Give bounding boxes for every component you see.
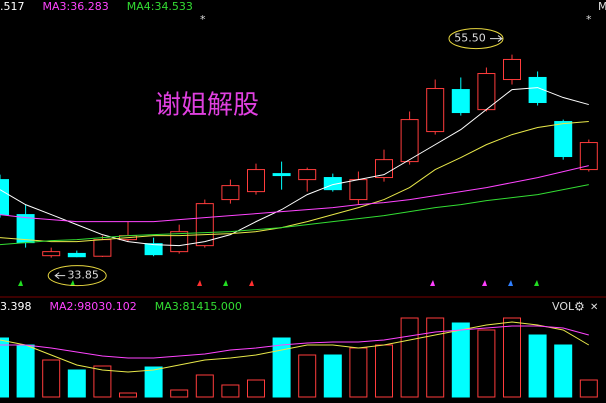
volume-bar <box>144 366 163 398</box>
volume-bar <box>554 344 573 398</box>
volume-ma-line <box>0 321 590 373</box>
volume-bar <box>247 379 265 398</box>
candle-body <box>503 58 521 81</box>
watermark: 谢姐解股 <box>155 91 259 121</box>
volume-bar <box>323 354 342 398</box>
signal-arrows <box>18 280 539 286</box>
annotation: 33.85 <box>67 269 99 282</box>
legend-entry: MA3:36.283 <box>43 0 109 13</box>
volume-bar <box>426 317 445 398</box>
volume-bar <box>477 329 496 398</box>
volume-bar <box>349 347 368 398</box>
volume-bar <box>0 337 9 398</box>
annotation-ellipse <box>47 265 107 287</box>
volume-label: VOL <box>552 300 575 313</box>
candle-body <box>67 252 86 258</box>
candle-body <box>42 251 61 257</box>
candle-body <box>528 76 547 104</box>
volume-bar <box>221 384 240 398</box>
candle-body <box>349 179 368 201</box>
candle-body <box>375 159 393 179</box>
volume-bar <box>16 344 35 398</box>
volume-bar <box>298 354 317 398</box>
annotation-arrow <box>54 272 66 280</box>
ma-line <box>0 121 589 243</box>
candle-body <box>170 231 189 253</box>
legend-entry: MA4:34.533 <box>127 0 193 13</box>
close-icon[interactable]: ✕ <box>590 302 598 313</box>
candle-body <box>272 173 291 177</box>
star: * <box>586 13 592 26</box>
volume-bar <box>579 379 598 398</box>
legend-entry: MA2:98030.102 <box>50 300 137 313</box>
candle-body <box>400 119 419 163</box>
volume-bar <box>451 322 470 398</box>
candle-body <box>93 239 112 257</box>
candle-body <box>451 89 470 114</box>
volume-bar <box>503 317 521 398</box>
volume-bar <box>119 392 137 398</box>
candle-body <box>16 214 35 244</box>
volume-bar <box>67 369 86 398</box>
star: * <box>200 13 206 26</box>
legend-entry: 3.398 <box>0 300 32 313</box>
legend-entry: .517 <box>0 0 25 13</box>
candle-body <box>298 169 317 181</box>
candle-body <box>144 243 163 256</box>
volume-bar <box>170 389 189 398</box>
volume-bar <box>42 359 61 398</box>
candle-body <box>0 179 9 216</box>
annotation: 55.50 <box>454 32 486 45</box>
candle-body <box>221 185 240 201</box>
candle-body <box>477 73 496 111</box>
ma-line <box>0 87 589 247</box>
volume-ma-line <box>0 325 589 359</box>
volume-bar <box>528 334 547 398</box>
candle-body <box>579 142 598 171</box>
annotation-ellipse <box>448 28 504 50</box>
candle-body <box>554 121 573 158</box>
legend-entry: MA3:81415.000 <box>155 300 242 313</box>
settings-icon[interactable]: ⚙ <box>574 300 585 314</box>
ma-line <box>0 165 589 223</box>
header-right: M <box>598 0 606 13</box>
candle-body <box>195 203 214 247</box>
candle-body <box>247 169 265 193</box>
volume-bar <box>272 337 291 398</box>
volume-bar <box>93 365 112 398</box>
annotation-arrow <box>490 35 503 42</box>
candle-body <box>426 88 445 133</box>
volume-bar <box>195 374 214 398</box>
volume-bar <box>400 317 419 398</box>
ma-line <box>0 184 589 246</box>
volume-bar <box>375 344 393 398</box>
